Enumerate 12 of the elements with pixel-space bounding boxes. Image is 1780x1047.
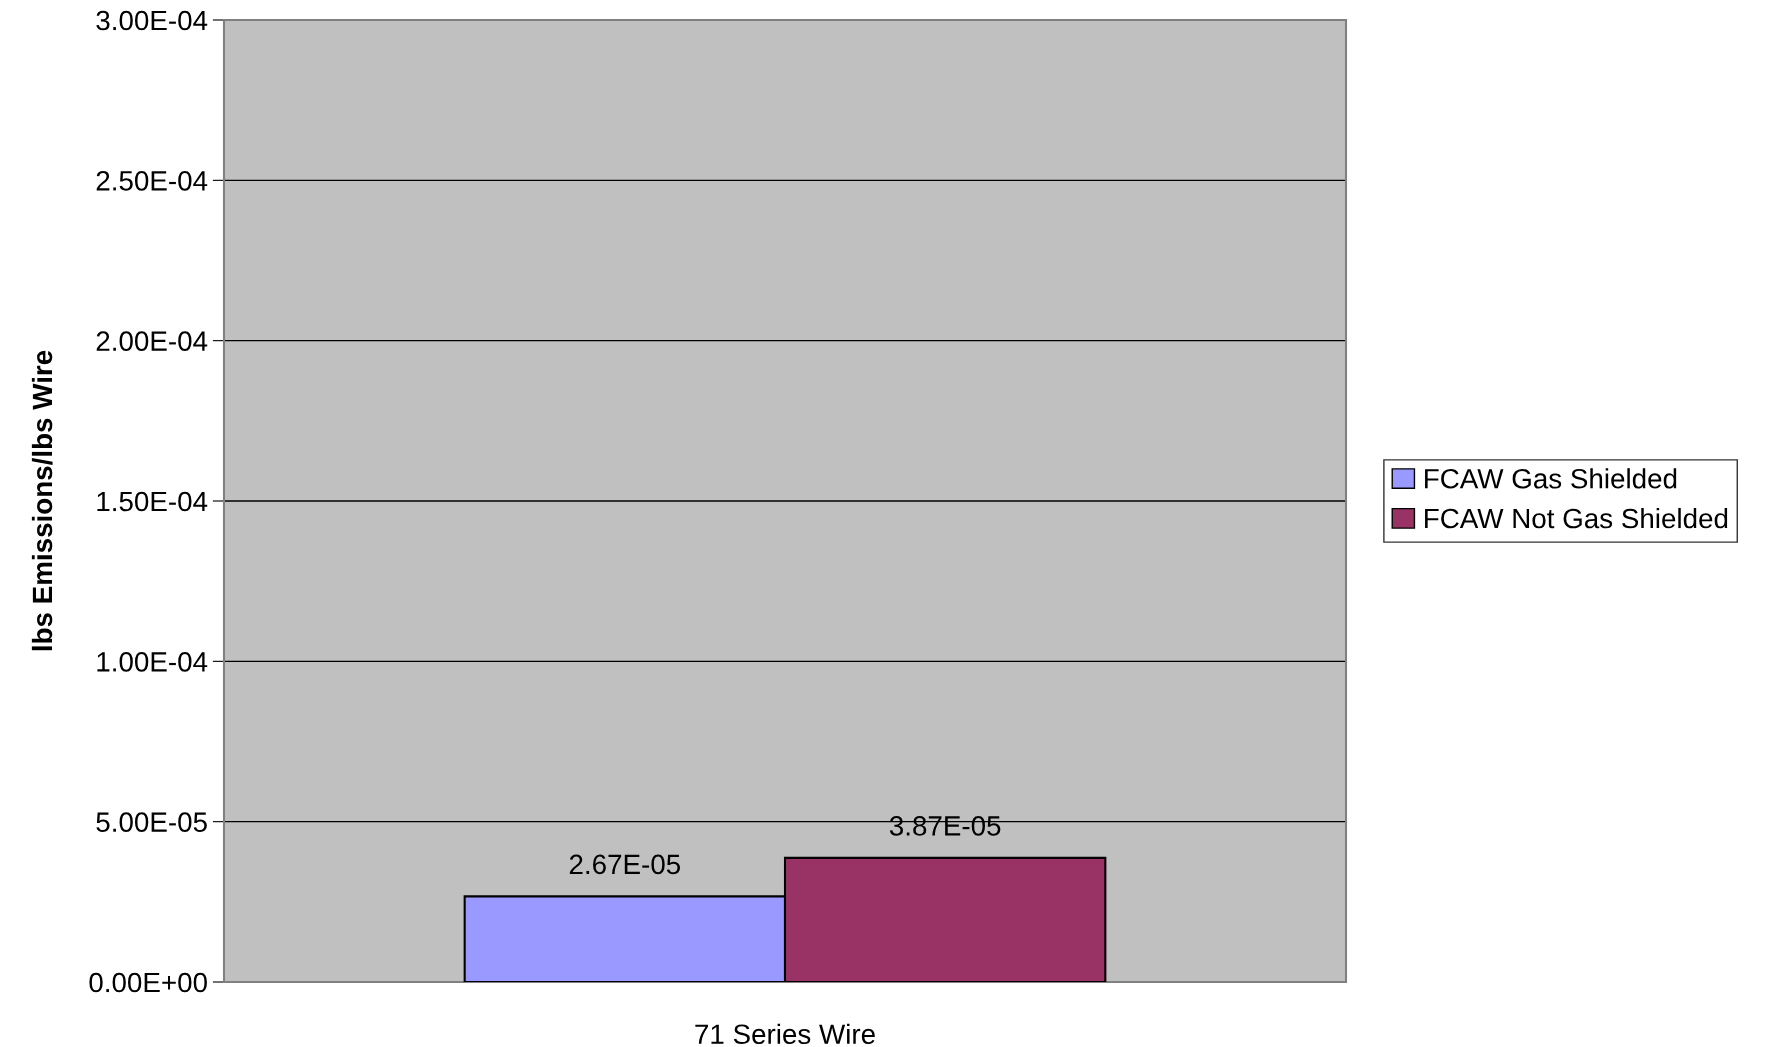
y-tick-label: 2.50E-04	[96, 171, 208, 191]
legend-label: FCAW Not Gas Shielded	[1425, 507, 1728, 529]
y-tick-label: 1.00E-04	[97, 652, 208, 672]
y-tick-label: 0.00E+00	[89, 972, 207, 993]
legend-label: FCAW Gas Shielded	[1425, 468, 1677, 489]
y-tick-label: 2.00E-04	[96, 331, 208, 352]
y-tick-label: 3.00E-04	[96, 10, 208, 31]
y-tick-label: 1.50E-04	[97, 491, 208, 512]
data-label: 2.67E-05	[569, 854, 681, 875]
x-tick-label: 71 Series Wire	[695, 1023, 875, 1045]
y-tick-label: 5.00E-05	[96, 812, 207, 833]
y-axis-title: lbs Emissions/lbs Wire	[31, 350, 53, 651]
